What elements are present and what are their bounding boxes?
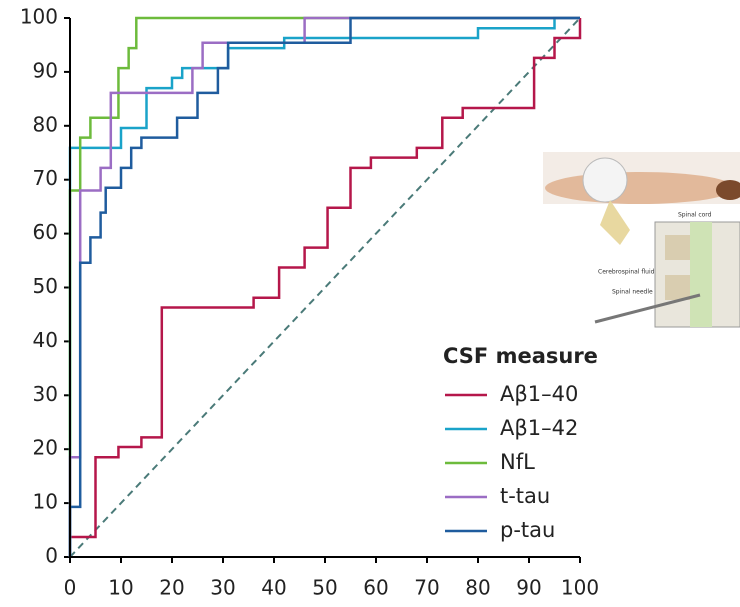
inset-needle (594, 293, 701, 324)
roc-line (68, 16, 580, 557)
inset-shirt (582, 157, 628, 203)
inset-illustration: Spinal cord Cerebrospinal fluid Spinal n… (543, 152, 740, 328)
x-tick-label: 20 (159, 576, 184, 600)
inset-hair (716, 180, 740, 200)
x-tick-label: 40 (261, 576, 286, 600)
x-tick-label: 100 (561, 576, 599, 600)
inset-label: Spinal cord (678, 212, 712, 219)
y-tick-label: 20 (33, 436, 58, 460)
roc-line (68, 16, 580, 557)
inset-cord (690, 222, 712, 327)
legend-label: p-tau (500, 518, 555, 542)
y-tick-label: 40 (33, 328, 58, 352)
y-tick-label: 50 (33, 274, 58, 298)
inset-label: Spinal needle (612, 289, 653, 296)
x-tick-label: 80 (465, 576, 490, 600)
y-tick-label: 10 (33, 490, 58, 514)
y-tick-label: 70 (33, 166, 58, 190)
y-tick-label: 90 (33, 58, 58, 82)
y-tick-label: 30 (33, 382, 58, 406)
legend-label: NfL (500, 450, 535, 474)
y-tick-label: 80 (33, 112, 58, 136)
x-tick-label: 60 (363, 576, 388, 600)
y-tick-label: 60 (33, 220, 58, 244)
x-tick-label: 70 (414, 576, 439, 600)
inset-body (545, 172, 735, 204)
y-tick-label: 0 (45, 544, 58, 568)
inset-vertebra (665, 235, 690, 260)
x-tick-label: 0 (64, 576, 77, 600)
x-tick-label: 30 (210, 576, 235, 600)
legend-label: Aβ1–42 (500, 416, 578, 440)
y-tick-label: 100 (20, 5, 58, 29)
legend-label: Aβ1–40 (500, 382, 578, 406)
inset-label: Cerebrospinal fluid (598, 269, 655, 276)
legend-title: CSF measure (443, 344, 598, 368)
x-tick-label: 50 (312, 576, 337, 600)
x-tick-label: 10 (108, 576, 133, 600)
inset-bone (600, 200, 630, 245)
roc-line (70, 18, 582, 539)
inset-vertebra (665, 275, 690, 300)
x-tick-label: 90 (516, 576, 541, 600)
legend-label: t-tau (500, 484, 550, 508)
